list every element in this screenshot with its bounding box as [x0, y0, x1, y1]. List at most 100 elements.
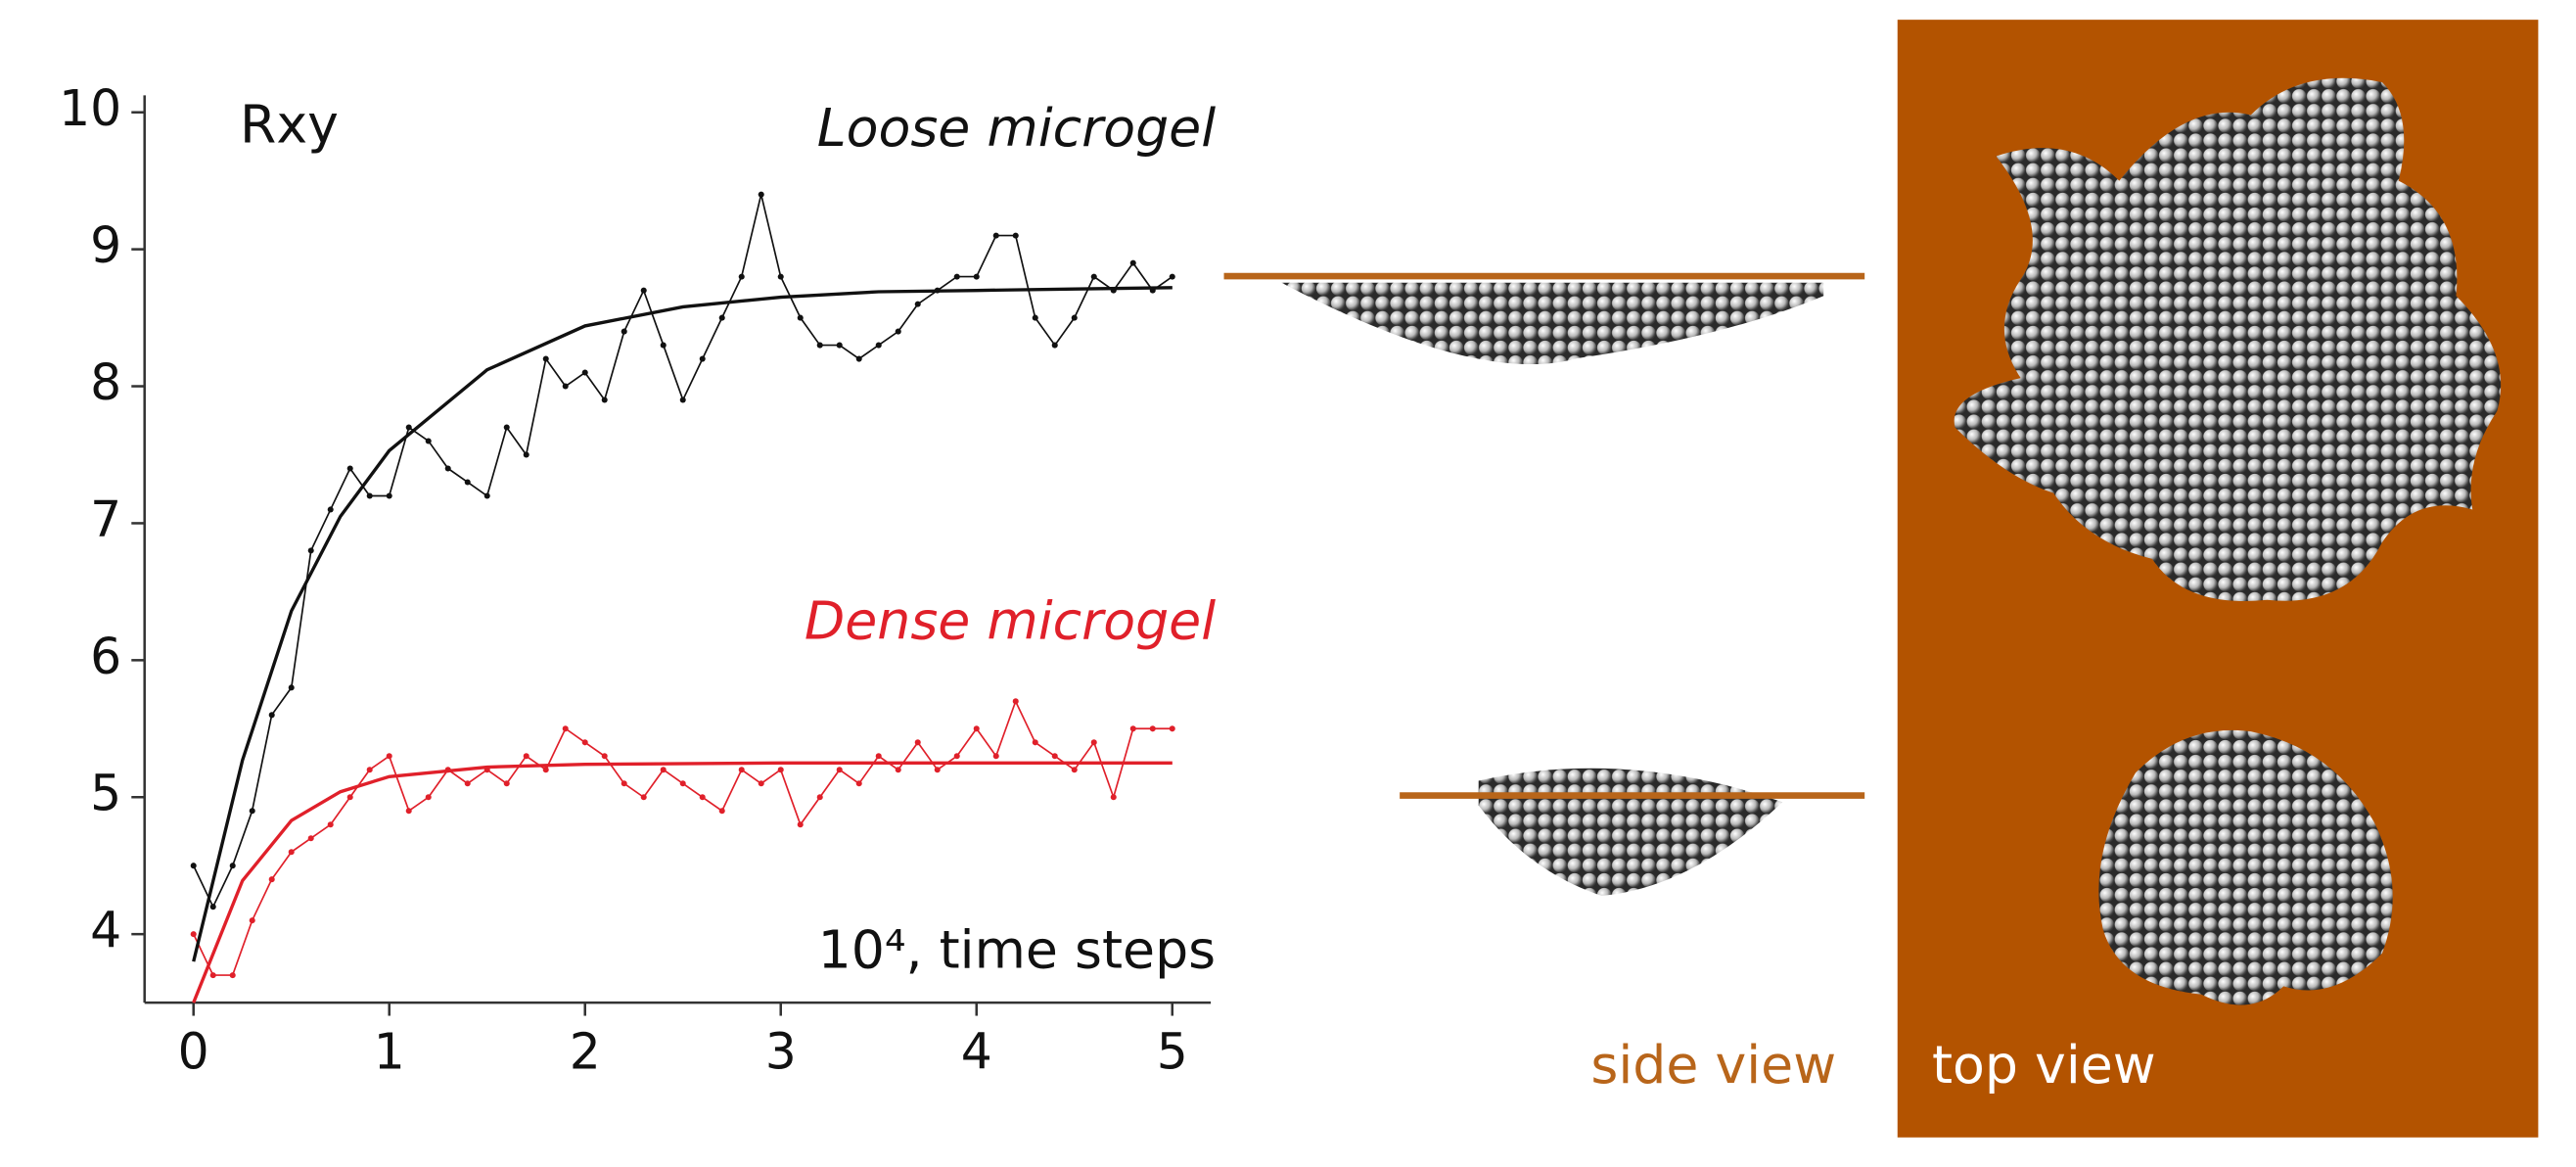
- x-tick-label: 2: [570, 1022, 601, 1080]
- data-line: [192, 194, 1173, 910]
- top-view-label: top view: [1932, 1034, 2156, 1096]
- data-point: [307, 547, 314, 554]
- data-point: [836, 767, 843, 773]
- fit-line: [192, 761, 1173, 1004]
- data-point: [209, 904, 216, 910]
- data-point: [366, 767, 373, 773]
- data-point: [738, 767, 745, 773]
- data-point: [366, 492, 373, 499]
- data-point: [797, 314, 804, 321]
- data-point: [816, 342, 823, 349]
- data-point: [1129, 259, 1136, 266]
- data-point: [190, 931, 197, 938]
- data-point: [268, 712, 275, 719]
- data-point: [640, 287, 647, 294]
- data-point: [699, 355, 706, 362]
- data-point: [581, 739, 588, 746]
- data-point: [777, 273, 784, 280]
- data-point: [836, 342, 843, 349]
- y-tick-label: 6: [90, 628, 121, 685]
- y-tick-label: 4: [90, 902, 121, 959]
- data-point: [1129, 725, 1136, 732]
- data-point: [1012, 698, 1019, 705]
- side-view-loose: [1281, 282, 1824, 365]
- data-point: [1032, 739, 1038, 746]
- data-point: [327, 506, 334, 513]
- data-point: [1051, 753, 1058, 760]
- data-point: [895, 328, 901, 335]
- data-point: [621, 328, 627, 335]
- data-point: [953, 753, 960, 760]
- axis-annotation: Rxy: [240, 94, 339, 156]
- data-point: [346, 465, 353, 472]
- data-point: [562, 383, 569, 390]
- data-point: [679, 780, 686, 787]
- data-point: [503, 780, 510, 787]
- data-point: [797, 821, 804, 828]
- data-point: [464, 479, 471, 486]
- side-view-dense: [1478, 768, 1783, 896]
- x-tick-label: 3: [765, 1022, 797, 1080]
- data-point: [523, 753, 529, 760]
- data-point: [895, 767, 901, 773]
- data-point: [718, 808, 725, 815]
- data-point: [405, 808, 412, 815]
- data-point: [209, 972, 216, 979]
- data-point: [405, 424, 412, 431]
- data-point: [855, 355, 862, 362]
- data-point: [1169, 273, 1175, 280]
- data-point: [1169, 725, 1175, 732]
- data-point: [660, 767, 667, 773]
- data-point: [542, 767, 549, 773]
- data-point: [660, 342, 667, 349]
- data-point: [601, 397, 608, 403]
- data-point: [249, 917, 255, 924]
- data-point: [1071, 314, 1078, 321]
- x-tick-label: 0: [178, 1022, 209, 1080]
- data-point: [464, 780, 471, 787]
- data-point: [327, 821, 334, 828]
- data-point: [914, 301, 921, 307]
- data-point: [307, 835, 314, 842]
- data-point: [425, 794, 432, 801]
- x-tick-label: 4: [961, 1022, 992, 1080]
- data-point: [621, 780, 627, 787]
- data-point: [953, 273, 960, 280]
- data-point: [816, 794, 823, 801]
- x-tick-label: 1: [374, 1022, 405, 1080]
- data-point: [973, 273, 980, 280]
- data-point: [1071, 767, 1078, 773]
- data-point: [699, 794, 706, 801]
- data-point: [758, 780, 764, 787]
- data-point: [425, 438, 432, 444]
- y-tick-label: 10: [59, 79, 121, 137]
- data-point: [444, 465, 451, 472]
- data-point: [1110, 794, 1117, 801]
- series-label: Dense microgel: [805, 590, 1216, 652]
- data-point: [581, 369, 588, 376]
- y-tick-label: 5: [90, 765, 121, 822]
- data-point: [268, 876, 275, 883]
- data-point: [190, 863, 197, 869]
- data-point: [777, 767, 784, 773]
- data-point: [229, 972, 236, 979]
- data-point: [875, 342, 882, 349]
- data-point: [386, 492, 392, 499]
- side-view-label: side view: [1590, 1034, 1836, 1096]
- top-view-loose: [1954, 77, 2502, 601]
- data-point: [288, 684, 295, 691]
- data-point: [973, 725, 980, 732]
- series-label: Loose microgel: [817, 97, 1217, 159]
- data-point: [875, 753, 882, 760]
- data-point: [542, 355, 549, 362]
- data-point: [1012, 232, 1019, 239]
- data-point: [992, 753, 999, 760]
- y-tick-label: 9: [90, 216, 121, 274]
- data-point: [758, 191, 764, 198]
- data-point: [640, 794, 647, 801]
- data-point: [738, 273, 745, 280]
- data-point: [914, 739, 921, 746]
- data-point: [1051, 342, 1058, 349]
- top-view-dense: [2098, 729, 2393, 1005]
